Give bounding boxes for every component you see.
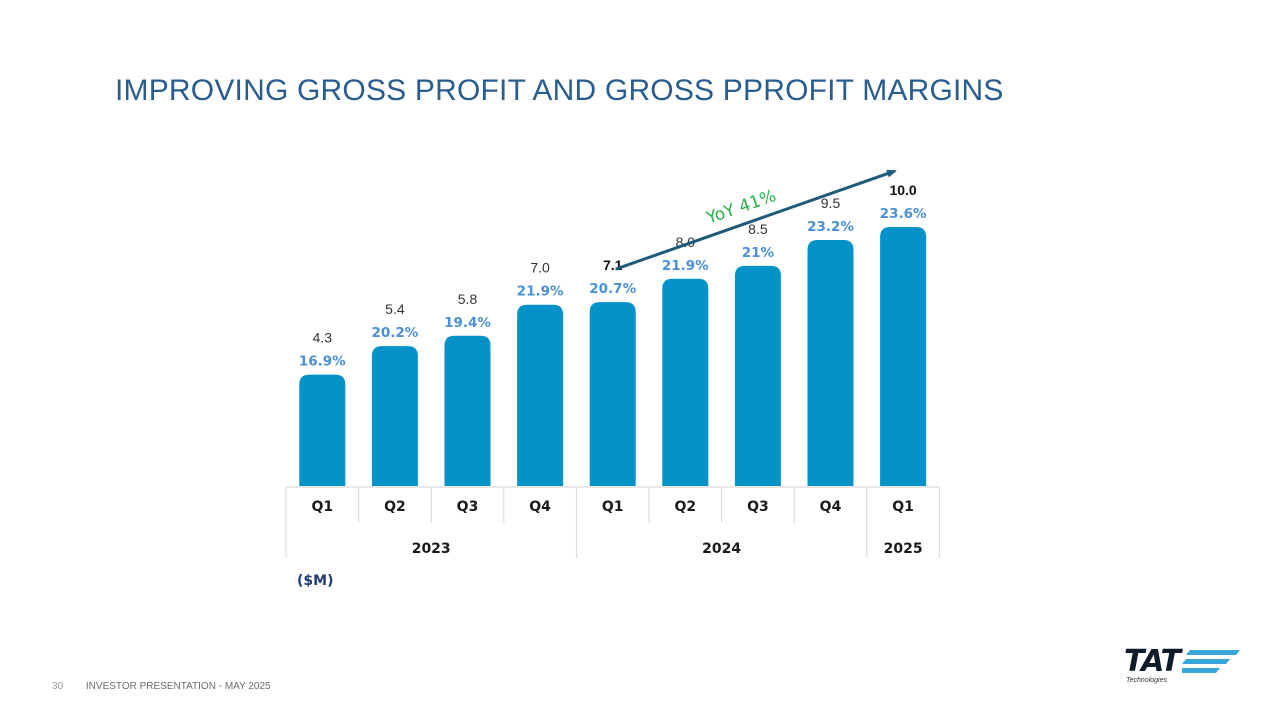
bar-5 xyxy=(589,302,636,486)
page-title: IMPROVING GROSS PROFIT AND GROSS PPROFIT… xyxy=(115,74,1004,107)
unit-label: ($M) xyxy=(297,573,334,589)
bar-3 xyxy=(444,335,491,486)
value-label-3: 5.8 xyxy=(458,291,478,307)
footer-text: INVESTOR PRESENTATION - MAY 2025 xyxy=(85,681,271,692)
value-label-1: 4.3 xyxy=(313,330,333,346)
margin-label-1: 16.9% xyxy=(299,354,346,370)
category-label-8: Q4 xyxy=(820,499,842,515)
value-label-8: 9.5 xyxy=(821,195,841,211)
margin-label-6: 21.9% xyxy=(662,258,709,274)
logo-subtitle: Technologies xyxy=(1126,677,1167,684)
year-label-2025: 2025 xyxy=(884,541,923,557)
value-label-7: 8.5 xyxy=(748,221,768,237)
margin-label-5: 20.7% xyxy=(589,281,636,297)
category-label-9: Q1 xyxy=(892,499,914,515)
margin-label-7: 21% xyxy=(742,245,775,261)
logo-wordmark: TAT xyxy=(1124,644,1181,679)
category-label-4: Q4 xyxy=(529,499,551,515)
margin-label-4: 21.9% xyxy=(517,284,564,300)
value-label-4: 7.0 xyxy=(530,260,550,276)
value-label-5: 7.1 xyxy=(603,257,623,273)
margin-label-2: 20.2% xyxy=(371,325,418,341)
category-label-2: Q2 xyxy=(384,499,406,515)
bar-2 xyxy=(371,346,418,486)
company-logo: TAT Technologies xyxy=(1124,646,1244,688)
category-label-6: Q2 xyxy=(674,499,696,515)
page-number: 30 xyxy=(52,681,64,692)
year-label-2023: 2023 xyxy=(412,541,451,557)
margin-label-3: 19.4% xyxy=(444,315,491,331)
value-label-2: 5.4 xyxy=(385,301,405,317)
bar-8 xyxy=(807,239,854,486)
logo-stripes-icon xyxy=(1182,650,1240,673)
value-label-9: 10.0 xyxy=(889,182,916,198)
footer: 30 INVESTOR PRESENTATION - MAY 2025 xyxy=(52,681,271,692)
bar-6 xyxy=(662,278,709,486)
category-label-1: Q1 xyxy=(311,499,333,515)
margin-label-9: 23.6% xyxy=(880,206,927,222)
bar-4 xyxy=(517,304,564,486)
bar-9 xyxy=(880,227,927,486)
category-label-5: Q1 xyxy=(602,499,624,515)
year-label-2024: 2024 xyxy=(702,541,741,557)
margin-label-8: 23.2% xyxy=(807,219,854,235)
category-label-3: Q3 xyxy=(457,499,479,515)
bar-7 xyxy=(734,265,781,486)
yoy-arrow xyxy=(615,169,897,271)
bar-1 xyxy=(299,374,346,486)
category-label-7: Q3 xyxy=(747,499,769,515)
